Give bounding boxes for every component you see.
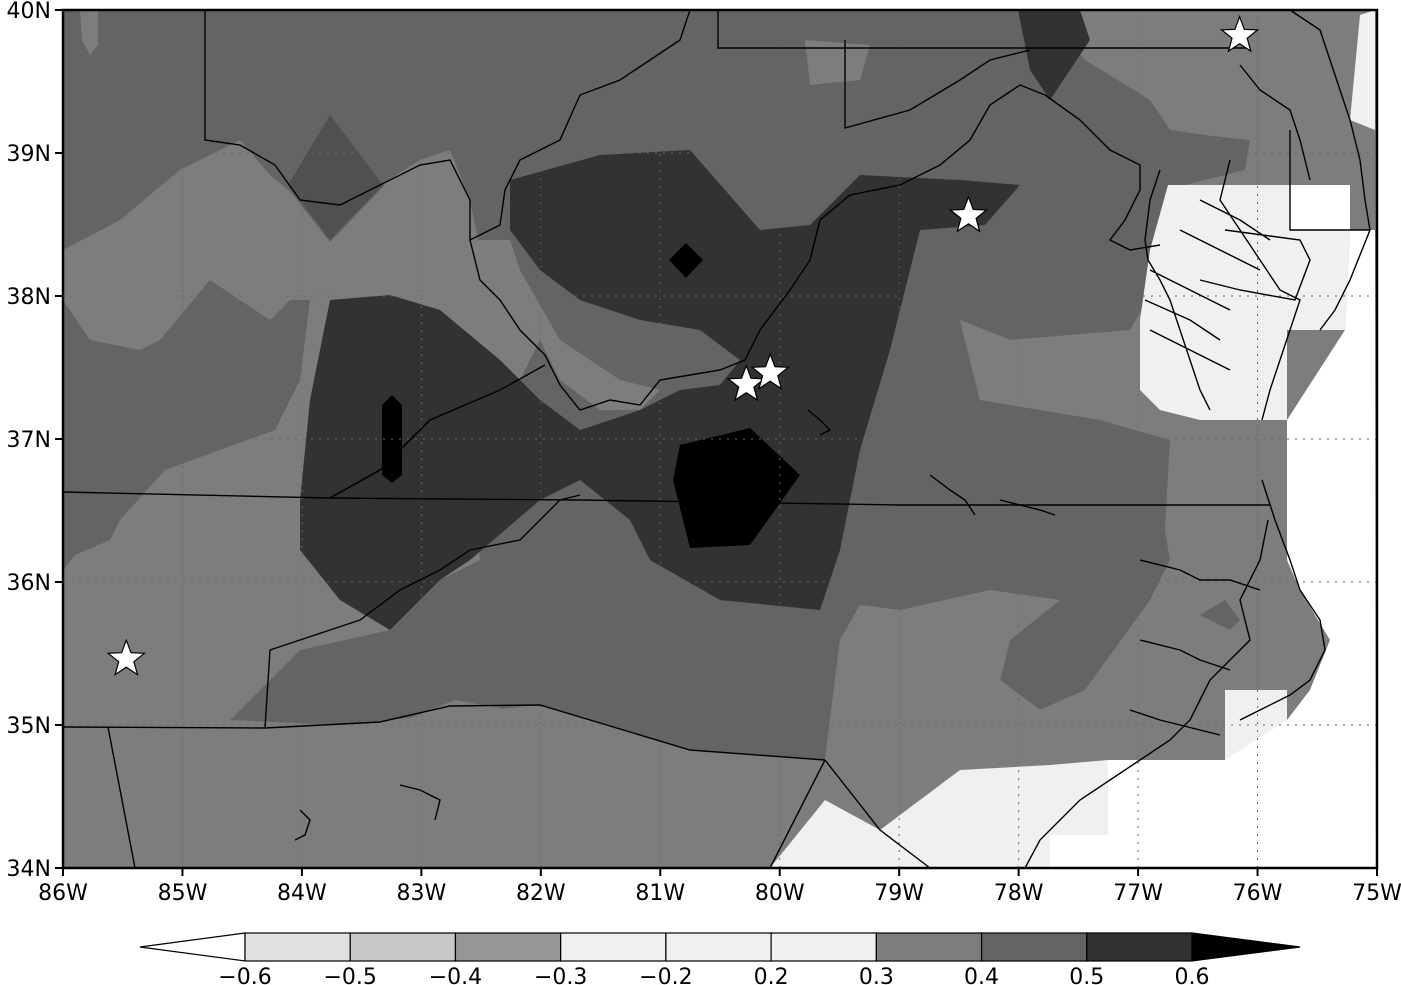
lon-tick-label: 80W [755, 881, 805, 906]
white-star-icon [750, 352, 790, 390]
contour-region-0.3-0.4-center [470, 240, 660, 410]
state-border-tn-va [329, 419, 431, 499]
state-border-md-de [1289, 130, 1370, 231]
lon-tick-label: 83W [396, 881, 446, 906]
state-border-wv-oh [204, 9, 691, 242]
colorbar-over-triangle [1191, 932, 1301, 962]
white-star-icon [106, 638, 147, 676]
contour-region-gt-0.6-blob [673, 428, 800, 548]
colorbar-label: −0.2 [639, 965, 692, 985]
lon-tick-label: 86W [38, 881, 88, 906]
colorbar-bin [980, 932, 1088, 962]
colorbar-label: −0.5 [324, 965, 377, 985]
state-border-md-pa [717, 10, 1250, 49]
lon-tick-label: 75W [1352, 881, 1401, 906]
contour-region-0.3-0.4-east [825, 530, 1225, 830]
longitude-axis: 86W 85W 84W 83W 82W 81W 80W 79W 78W 77W 76W 75W [38, 868, 1401, 906]
coastline-chesapeake-w [1144, 169, 1211, 411]
state-border-sc [769, 759, 826, 869]
colorbar-label: 0.3 [859, 965, 894, 985]
station-markers [106, 14, 1260, 676]
lon-tick-label: 78W [994, 881, 1044, 906]
colorbar-bin [1086, 932, 1193, 962]
lon-tick-label: 77W [1113, 881, 1163, 906]
white-star-icon [726, 363, 767, 402]
colorbar-label: 0.4 [964, 965, 999, 985]
lon-tick-label: 81W [635, 881, 685, 906]
lon-tick-label: 82W [516, 881, 566, 906]
contour-region-lt-0.2-ne [1350, 10, 1375, 130]
river-detail [294, 409, 832, 841]
latitude-axis: 40N 39N 38N 37N 36N 35N 34N [7, 0, 63, 882]
lat-tick-label: 36N [7, 571, 51, 596]
colorbar-bin [244, 932, 351, 962]
colorbar-bin [770, 932, 877, 962]
lon-tick-label: 84W [277, 881, 327, 906]
boundary-lines [62, 9, 1371, 869]
lat-tick-label: 39N [7, 142, 51, 167]
contour-region-0.5-0.6-central [300, 150, 1020, 630]
state-border-va-lower [1199, 229, 1311, 301]
coastline-outer-banks [1239, 479, 1326, 721]
coastline-delmarva [1289, 9, 1371, 331]
contour-region-lt-0.2-chesapeake [1140, 185, 1350, 420]
state-border-ky-tn [62, 491, 1270, 506]
ocean-region-2 [1290, 185, 1350, 230]
white-star-icon [1219, 14, 1260, 53]
contour-region-0.4-0.5-pocket [1200, 600, 1240, 630]
colorbar-under-triangle [139, 932, 246, 962]
lat-tick-label: 40N [7, 0, 51, 24]
state-border-ga-nc [264, 494, 581, 729]
lon-tick-label: 79W [874, 881, 924, 906]
colorbar-label: 0.2 [754, 965, 789, 985]
coastline-sounds [1129, 559, 1261, 736]
grid-lines [63, 10, 1377, 868]
colorbar-bin [665, 932, 772, 962]
contour-region-0.4-0.5-topleft [80, 10, 98, 55]
state-border-sc-nc [824, 759, 931, 869]
coastline-de-bay [1239, 64, 1311, 181]
lat-tick-label: 37N [7, 428, 51, 453]
river-kanawha [929, 474, 1056, 516]
contour-region-0.5-0.6-ne [1018, 10, 1090, 100]
colorbar-bin [560, 932, 667, 962]
contour-region-lt-0.2-se [770, 760, 1108, 868]
ocean-region [1050, 230, 1376, 868]
state-border-ky-wv [469, 84, 1046, 411]
colorbar-label: −0.6 [218, 965, 271, 985]
contour-region-0.5-0.6-nw-inner [288, 115, 383, 240]
state-border-va-md [1044, 94, 1161, 251]
colorbar-bin [454, 932, 562, 962]
colorbar-label: 0.5 [1069, 965, 1104, 985]
contour-region-0.3-0.4-northeast [805, 40, 870, 85]
lat-tick-label: 34N [7, 857, 51, 882]
white-star-icon [948, 195, 989, 233]
colorbar-bin [875, 932, 983, 962]
colorbar-label: −0.3 [534, 965, 587, 985]
coastline-nc [1024, 519, 1269, 869]
state-border-md [844, 40, 1031, 129]
lat-tick-label: 38N [7, 285, 51, 310]
contour-region-gt-0.6-diamond [669, 243, 703, 278]
colorbar: −0.6 −0.5 −0.4 −0.3 −0.2 0.2 0.3 0.4 0.5 0.6 [139, 932, 1301, 985]
colorbar-bin [349, 932, 457, 962]
colorbar-label: 0.6 [1175, 965, 1210, 985]
contour-region-0.3-0.4-south [63, 700, 825, 868]
lat-tick-label: 35N [7, 714, 51, 739]
colorbar-label: −0.4 [429, 965, 482, 985]
lon-tick-label: 76W [1233, 881, 1283, 906]
state-border-ga [107, 726, 136, 869]
coastline-va-bay-rivers [1144, 199, 1271, 371]
lon-tick-label: 85W [158, 881, 208, 906]
map-plot-area [61, 8, 1379, 870]
